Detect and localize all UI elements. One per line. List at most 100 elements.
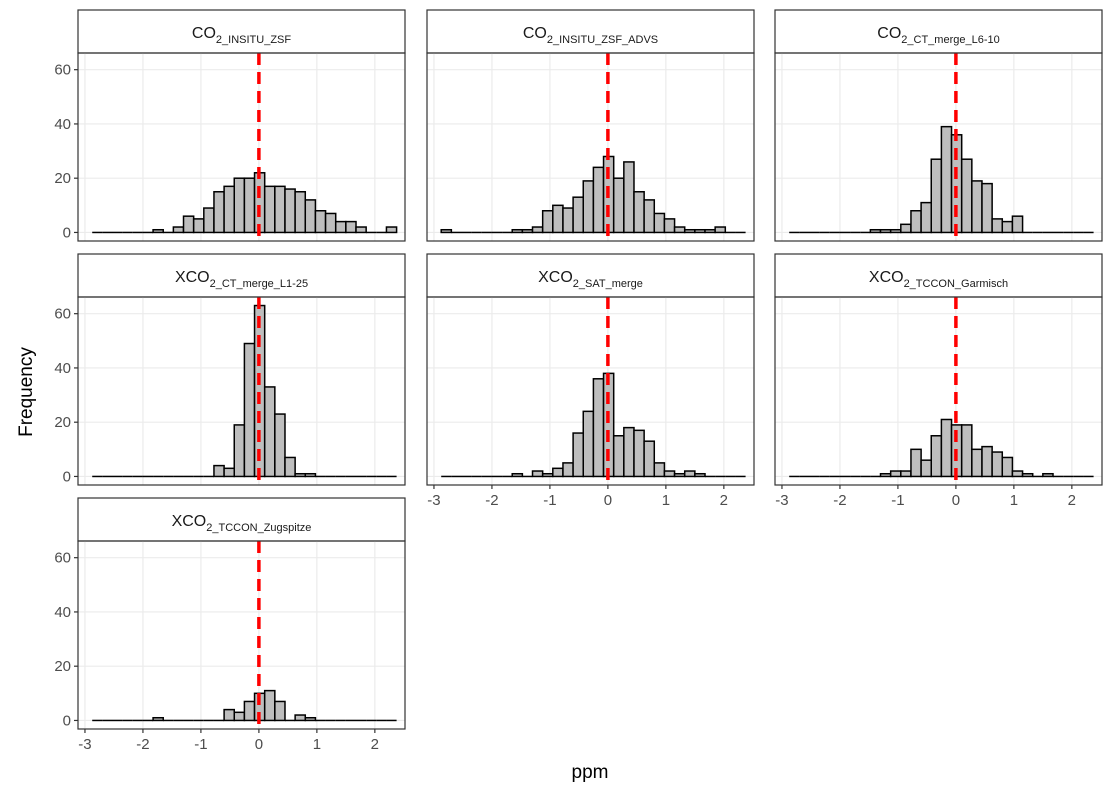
strip-title-main: CO [877, 25, 901, 42]
x-tick-label: -3 [78, 736, 91, 753]
bar [1011, 215, 1024, 234]
strip-title: XCO2_TCCON_Garmisch [869, 269, 1008, 290]
bar [263, 185, 276, 234]
x-tick-label: 1 [662, 492, 670, 509]
bar [940, 418, 953, 478]
y-tick-label: 20 [54, 658, 71, 675]
bar [930, 435, 943, 478]
bar [673, 472, 686, 478]
y-tick-label: 40 [54, 116, 71, 133]
bar [663, 470, 676, 478]
x-tick-label: -2 [833, 492, 846, 509]
bar [572, 432, 585, 478]
y-tick-label: 60 [54, 550, 71, 567]
bar [233, 177, 246, 234]
bar [971, 180, 983, 234]
bar [981, 445, 993, 478]
bar [592, 166, 605, 234]
bar [345, 220, 357, 234]
bar [879, 472, 892, 478]
panel-border [426, 296, 755, 486]
bar [541, 210, 554, 234]
bar [971, 448, 983, 478]
strip-title-main: XCO [175, 269, 210, 286]
y-axis-title: Frequency [16, 347, 37, 437]
bar [981, 182, 993, 234]
x-tick-label: 2 [1068, 492, 1076, 509]
bar [920, 459, 933, 478]
panel-border [77, 540, 406, 730]
strip-title-subscript: 2_CT_merge_L6-10 [901, 34, 999, 46]
x-tick-label: 0 [604, 492, 612, 509]
bar [552, 467, 564, 478]
x-tick-label: -1 [891, 492, 904, 509]
strip-title: XCO2_CT_merge_L1-25 [175, 269, 308, 290]
panel-border [774, 52, 1103, 242]
x-tick-label: -2 [136, 736, 149, 753]
x-tick-label: 0 [952, 492, 960, 509]
bar [253, 172, 266, 234]
panel: CO2_CT_merge_L6-10 [774, 9, 1103, 242]
bar [243, 342, 256, 478]
bar [623, 426, 635, 478]
bar [704, 228, 716, 234]
bar [582, 410, 595, 478]
strip [77, 9, 406, 54]
x-tick-label: 1 [1010, 492, 1018, 509]
bar [991, 451, 1004, 478]
bar [623, 161, 635, 234]
bar [1001, 220, 1014, 234]
bar [203, 207, 215, 234]
strip [774, 9, 1103, 54]
bar [531, 470, 544, 478]
strip-title-subscript: 2_TCCON_Zugspitze [206, 522, 311, 534]
bar [213, 464, 225, 478]
x-tick-label: -3 [427, 492, 440, 509]
panel-border [77, 296, 406, 486]
bar [304, 199, 317, 234]
bar [889, 470, 902, 478]
y-tick-label: 60 [54, 306, 71, 323]
panel: XCO2_TCCON_Garmisch -3 -2 -1 0 1 2 [774, 253, 1103, 509]
bar [274, 700, 286, 722]
x-tick-label: -1 [543, 492, 556, 509]
bar [152, 716, 164, 722]
bar [243, 700, 256, 722]
y-tick-label: 0 [63, 712, 71, 729]
bar [294, 472, 307, 478]
bar [910, 210, 922, 234]
bar [192, 218, 205, 234]
strip [426, 253, 755, 298]
bar [592, 378, 605, 478]
bar [562, 462, 574, 478]
bar [694, 228, 706, 234]
bar [633, 191, 645, 234]
panel-border [77, 52, 406, 242]
x-tick-label: 2 [720, 492, 728, 509]
bar [274, 413, 286, 478]
plot-background [78, 541, 405, 729]
strip-title: CO2_INSITU_ZSF [192, 25, 291, 46]
bar [355, 226, 367, 234]
bar [284, 188, 296, 234]
x-tick-label: -1 [194, 736, 207, 753]
bar [562, 207, 574, 234]
bar [440, 228, 453, 234]
bar [243, 177, 256, 234]
strip-title: XCO2_TCCON_Zugspitze [172, 513, 312, 534]
x-axis-title: ppm [572, 762, 609, 783]
bar [263, 386, 276, 478]
bar [653, 462, 666, 478]
strip-title-subscript: 2_INSITU_ZSF_ADVS [547, 34, 658, 46]
bar [304, 472, 317, 478]
bar [182, 215, 195, 234]
bar [1001, 456, 1014, 478]
bar [930, 158, 943, 234]
strip-title-subscript: 2_CT_merge_L1-25 [210, 278, 308, 290]
bar [294, 714, 307, 722]
bar [940, 125, 953, 234]
bar [960, 158, 973, 234]
x-tick-label: 0 [255, 736, 263, 753]
bar [991, 218, 1004, 234]
